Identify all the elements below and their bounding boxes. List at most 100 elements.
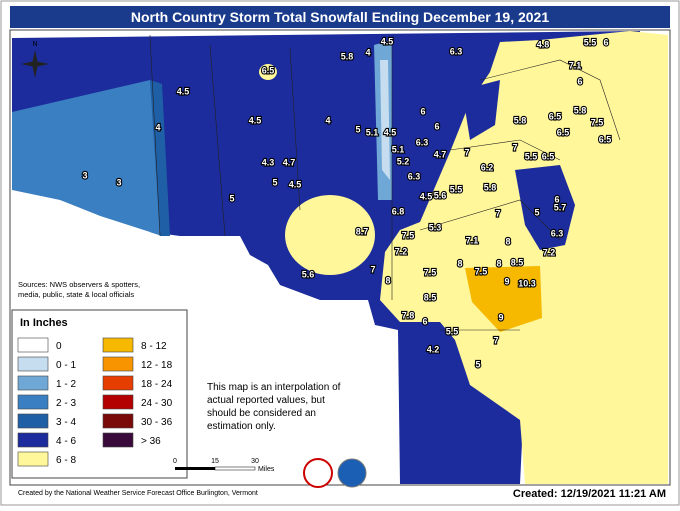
spot-value: 7.1	[569, 60, 582, 70]
legend-swatch	[17, 375, 49, 391]
legend-swatch	[102, 394, 134, 410]
spot-value: 4.7	[283, 157, 296, 167]
county-lines	[149, 34, 621, 331]
created: Created: 12/19/2021 11:21 AM	[513, 488, 666, 500]
spot-value: 7.2	[395, 246, 408, 256]
scale-bar: 0 15 30 Miles	[173, 458, 275, 473]
legend-label: > 36	[141, 436, 161, 447]
spot-value: 5.8	[574, 105, 587, 115]
spot-value: 10.3	[518, 278, 536, 288]
spot-value: 5	[534, 207, 539, 217]
scale-tick: 15	[211, 458, 219, 465]
spot-value: 4.5	[384, 127, 397, 137]
spot-value: 5	[229, 193, 234, 203]
spot-value: 4.2	[427, 344, 440, 354]
scale-tick: 30	[251, 458, 259, 465]
legend-label: 1 - 2	[56, 379, 76, 390]
spot-value: 5.1	[366, 127, 379, 137]
spot-value: 6.5	[262, 65, 275, 75]
spot-value: 5.8	[484, 182, 497, 192]
spot-value: 4.5	[381, 36, 394, 46]
legend-label: 0 - 1	[56, 360, 76, 371]
spot-value: 7	[370, 264, 375, 274]
spot-value: 8.7	[356, 226, 369, 236]
spot-value: 5.5	[584, 37, 597, 47]
legend-swatch	[17, 413, 49, 429]
legend-swatch	[17, 432, 49, 448]
legend-swatch	[102, 413, 134, 429]
note: This map is an interpolation of	[207, 382, 341, 393]
spot-value: 5.6	[302, 269, 315, 279]
spot-value: 7.5	[424, 267, 437, 277]
spot-value: 5	[272, 177, 277, 187]
legend-swatch	[17, 337, 49, 353]
spot-value: 4	[365, 47, 370, 57]
legend-swatch	[102, 356, 134, 372]
legend-label: 30 - 36	[141, 417, 173, 428]
spot-value: 6	[603, 37, 608, 47]
spot-value: 6	[577, 76, 582, 86]
spot-value: 6.5	[549, 111, 562, 121]
spot-value: 7.8	[402, 310, 415, 320]
spot-values: 5.8 4 4.5 6.3 4.8 5.5 6 6.5 4.5 7.1 6 4 4.5 4 5 5.1 4.5 6…	[81, 35, 612, 370]
legend: In Inches 0 0 - 1 1 - 2 2 - 3 3 - 4 4 - 6 6 - …	[11, 309, 188, 479]
spot-value: 3	[116, 177, 121, 187]
spot-value: 6.3	[450, 46, 463, 56]
spot-value: 4.5	[249, 115, 262, 125]
spot-value: 5	[475, 359, 480, 369]
spot-value: 5.5	[446, 326, 459, 336]
spot-value: 5.7	[554, 202, 567, 212]
note: actual reported values, but	[207, 395, 325, 406]
spot-value: 5.5	[450, 184, 463, 194]
sources: Sources: NWS observers & spotters,	[18, 280, 140, 289]
spot-value: 4.8	[537, 39, 550, 49]
legend-label: 24 - 30	[141, 398, 173, 409]
spot-value: 7	[512, 142, 517, 152]
spot-value: 8	[496, 258, 501, 268]
spot-value: 4.3	[262, 157, 275, 167]
legend-swatch	[17, 356, 49, 372]
spot-value: 8	[457, 258, 462, 268]
legend-label: 3 - 4	[56, 417, 76, 428]
spot-value: 7.1	[466, 235, 479, 245]
spot-value: 6.3	[416, 137, 429, 147]
spot-value: 7.5	[475, 266, 488, 276]
note: should be considered an	[207, 408, 316, 419]
legend-label: 6 - 8	[56, 455, 76, 466]
spot-value: 3	[82, 170, 87, 180]
header-bar	[10, 6, 670, 28]
spot-value: 6.2	[481, 162, 494, 172]
spot-value: 4.5	[177, 86, 190, 96]
spot-value: 7.5	[402, 230, 415, 240]
legend-label: 2 - 3	[56, 398, 76, 409]
spot-value: 5	[355, 124, 360, 134]
spot-value: 6.3	[551, 228, 564, 238]
spot-value: 5.2	[397, 156, 410, 166]
spot-value: 8	[385, 275, 390, 285]
legend-swatch	[102, 375, 134, 391]
spot-value: 8.5	[424, 292, 437, 302]
legend-label: 18 - 24	[141, 379, 173, 390]
spot-value: 6.5	[542, 151, 555, 161]
spot-value: 4	[155, 122, 160, 132]
spot-value: 5.8	[341, 51, 354, 61]
spot-value: 4.7	[434, 149, 447, 159]
noaa-logo	[337, 458, 367, 488]
spot-value: 8	[505, 236, 510, 246]
legend-swatch	[17, 394, 49, 410]
scale-unit: Miles	[258, 466, 275, 473]
title: North Country Storm Total Snowfall Endin…	[131, 9, 549, 25]
credit: Created by the National Weather Service …	[18, 490, 258, 497]
spot-value: 4.5	[420, 191, 433, 201]
spot-value: 5.6	[434, 190, 447, 200]
legend-title: In Inches	[20, 317, 68, 329]
spot-value: 6.5	[599, 134, 612, 144]
spot-value: 6	[434, 121, 439, 131]
snowfall-regions	[12, 31, 668, 484]
spot-value: 8.5	[511, 257, 524, 267]
spot-value: 6.3	[408, 171, 421, 181]
spot-value: 7	[495, 208, 500, 218]
spot-value: 9	[498, 312, 503, 322]
compass: N	[21, 41, 49, 78]
